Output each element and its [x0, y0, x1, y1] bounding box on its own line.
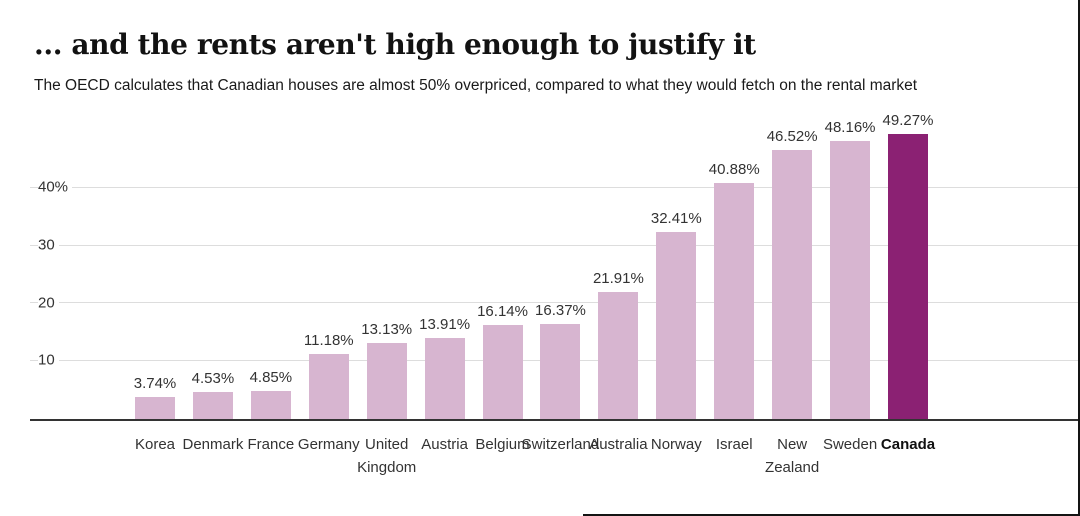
- screen-edge-bottom: [583, 514, 1080, 516]
- gridline: 40%: [30, 178, 1080, 196]
- gridline: 30: [30, 236, 1080, 254]
- x-axis-category-label: Germany: [297, 435, 360, 453]
- x-axis-category-label: Belgium: [475, 435, 530, 453]
- bar-value-label: 13.13%: [361, 320, 413, 338]
- bar-canada: 49.27% Canada: [881, 112, 935, 452]
- x-axis-category-label: Denmark: [182, 435, 244, 453]
- x-axis-category-label: Austria: [421, 435, 468, 453]
- bar-value-label: 16.14%: [477, 303, 528, 321]
- bar-israel: 40.88% Israel: [709, 161, 760, 453]
- bar-united-kingdom: 13.13% United Kingdom: [357, 321, 416, 476]
- bar-value-label: 4.85%: [249, 368, 293, 386]
- chart-title: ... and the rents aren't high enough to …: [34, 28, 756, 61]
- x-axis-category-label: Norway: [650, 435, 702, 453]
- bar-korea: 3.74% Korea: [134, 375, 177, 453]
- bar-value-label: 40.88%: [708, 160, 760, 178]
- bar-value-label: 16.37%: [535, 302, 586, 320]
- y-axis-tick-label: 40%: [38, 178, 73, 196]
- x-axis-category-label: United Kingdom: [357, 435, 417, 476]
- bar-sweden: 48.16% Sweden: [823, 119, 877, 453]
- x-axis-category-label: Korea: [134, 435, 176, 453]
- bar-germany: 11.18% Germany: [298, 332, 360, 453]
- x-axis-category-label: Canada: [880, 435, 936, 453]
- x-axis-category-label: Israel: [715, 435, 753, 453]
- bar-new-zealand: 46.52% New Zealand: [765, 128, 819, 476]
- bar-value-label: 3.74%: [133, 375, 177, 393]
- bar-value-label: 13.91%: [419, 316, 471, 334]
- bar-value-label: 32.41%: [650, 209, 702, 227]
- bars-row: 3.74% Korea 4.53% Denmark 4.85% France 11.18% G…: [134, 112, 935, 476]
- bar-value-label: 11.18%: [303, 332, 354, 350]
- y-axis-tick-label: 20: [38, 294, 59, 312]
- bar-france: 4.85% France: [248, 369, 295, 453]
- bar-denmark: 4.53% Denmark: [182, 370, 243, 452]
- bar-value-label: 49.27%: [882, 112, 934, 130]
- chart-subtitle: The OECD calculates that Canadian houses…: [34, 76, 918, 94]
- bar-value-label: 21.91%: [592, 270, 644, 288]
- bar-austria: 13.91% Austria: [419, 316, 470, 452]
- y-axis-tick-label: 10: [38, 351, 59, 369]
- bar-value-label: 4.53%: [191, 370, 235, 388]
- x-axis-category-label: France: [247, 435, 295, 453]
- x-axis-category-label: Switzerland: [521, 435, 600, 453]
- x-axis-category-label: New Zealand: [765, 435, 820, 476]
- plot-area: 40% 30 20 10 3.74% Korea 4.53% Denmark 4.85% Fra…: [30, 112, 1080, 476]
- screen-edge-right: [1078, 0, 1080, 516]
- gridline: 20: [30, 294, 1080, 312]
- bar-chart: 40% 30 20 10 3.74% Korea 4.53% Denmark 4.85% Fra…: [30, 112, 1080, 476]
- bar-switzerland: 16.37% Switzerland: [522, 302, 600, 452]
- bar-norway: 32.41% Norway: [651, 210, 702, 453]
- chart-header: ... and the rents aren't high enough to …: [0, 0, 1080, 95]
- x-axis-category-label: Australia: [589, 435, 648, 453]
- x-axis-category-label: Sweden: [822, 435, 878, 453]
- y-axis-tick-label: 30: [38, 236, 59, 254]
- bar-belgium: 16.14% Belgium: [475, 303, 529, 452]
- bar-australia: 21.91% Australia: [589, 270, 647, 452]
- bar-value-label: 48.16%: [824, 118, 876, 136]
- bar-value-label: 46.52%: [766, 128, 818, 146]
